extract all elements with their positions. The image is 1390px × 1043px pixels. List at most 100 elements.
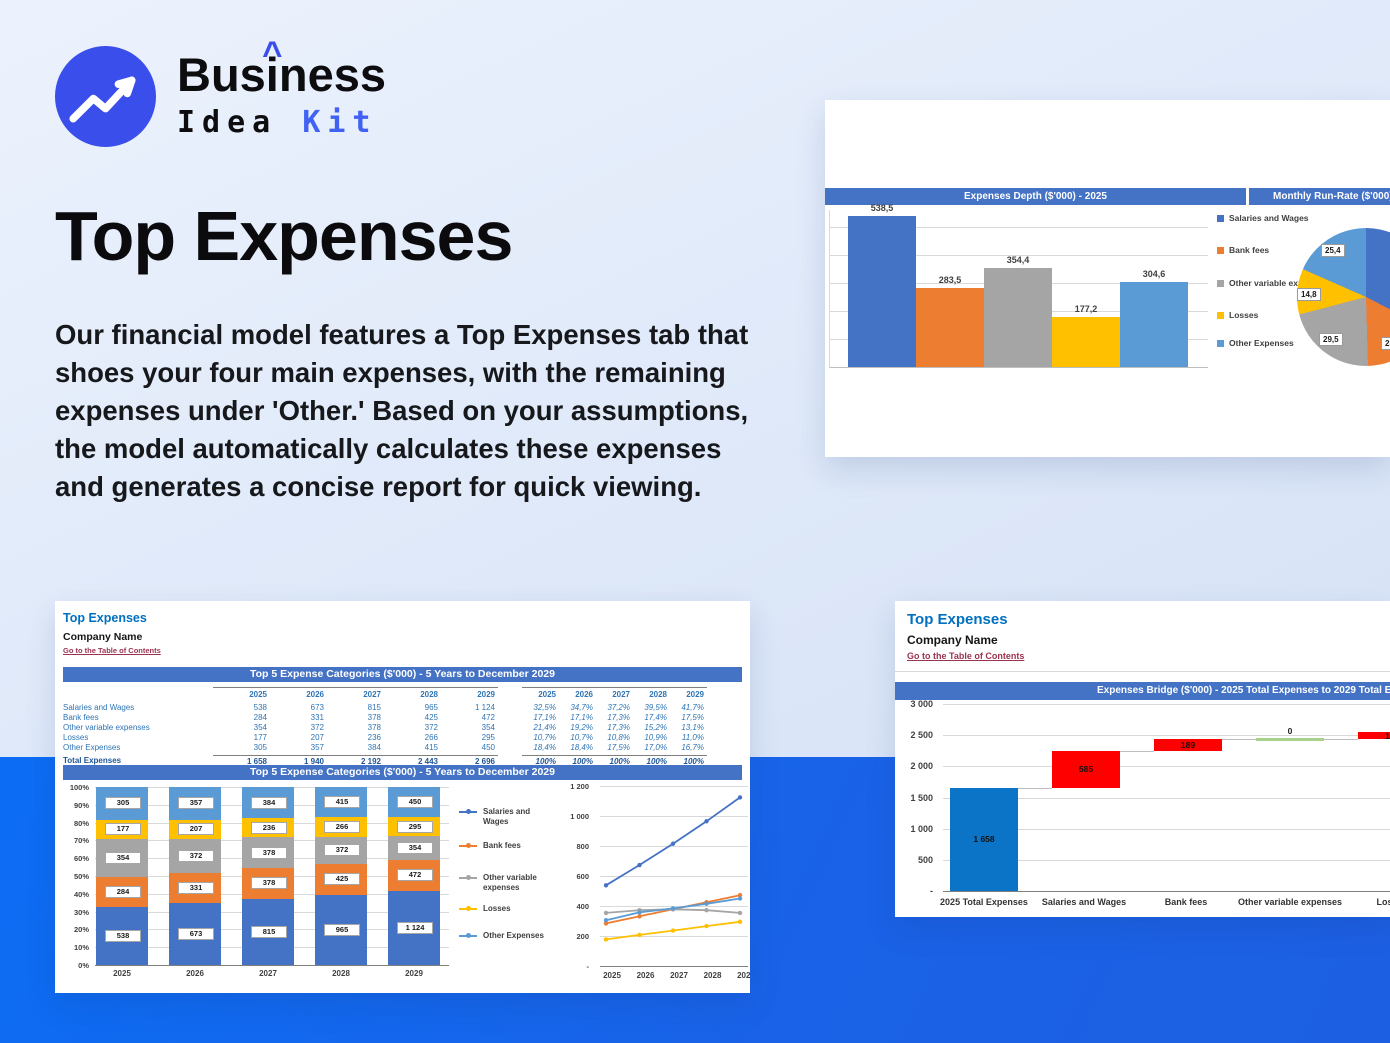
legend-label: Salaries and Wages: [1229, 213, 1309, 223]
legend-label: Bank fees: [1229, 245, 1270, 255]
legend-marker-dot: [466, 906, 471, 911]
year-header: 2025: [522, 687, 559, 700]
data-point: [670, 841, 676, 846]
value-cell: 372: [310, 723, 324, 732]
data-point: [704, 901, 709, 906]
bridge-bar-5: [1358, 732, 1390, 740]
y-tick-label: 0%: [78, 961, 89, 970]
value-cell: 673: [310, 703, 324, 712]
legend-item: Salaries and Wages: [459, 807, 555, 827]
data-point: [704, 908, 709, 913]
data-point: [737, 910, 743, 916]
legend-item: Losses: [1217, 310, 1332, 320]
stack-value-label: 450: [397, 795, 433, 808]
bridge-bar-label: 189: [1180, 740, 1196, 751]
legend-label: Other variable expenses: [1229, 278, 1328, 288]
value-cell: 450: [481, 743, 495, 752]
row-label: Losses: [63, 733, 89, 742]
stack-value-label: 354: [105, 851, 141, 864]
line-y-axis: - 200 400 600 800 1 000 1 200: [549, 601, 595, 993]
y-tick-label: 1 200: [570, 782, 589, 791]
brand-line1-post: ness: [278, 48, 386, 101]
value-cell: 354: [481, 723, 495, 732]
bridge-bar-label: 1 658: [973, 834, 995, 845]
bridge-zero-line: [1256, 738, 1324, 741]
bridge-bar-label: 0: [1287, 726, 1293, 737]
stack-value-label: 384: [251, 796, 287, 809]
stack-value-label: 1 124: [397, 921, 433, 934]
divider: [895, 671, 1390, 672]
bridge-bar-3: [1154, 739, 1222, 752]
x-tick-label: 2028: [703, 971, 722, 980]
pct-cell: 17,0%: [644, 743, 667, 752]
connector-line: [1222, 739, 1256, 741]
data-point: [737, 795, 743, 800]
data-point: [670, 906, 676, 911]
legend-item: Other variable expenses: [459, 873, 555, 893]
x-tick-label: 2025: [603, 971, 621, 980]
value-cell: 815: [367, 703, 381, 712]
year-header: 2029: [441, 687, 498, 700]
data-point: [603, 918, 609, 923]
stack-value-label: 415: [324, 796, 360, 809]
y-tick-label: -: [930, 886, 933, 896]
gridline: [600, 786, 748, 787]
pie-slice-label: 23,6: [1381, 337, 1390, 350]
gridline: [943, 797, 1390, 799]
x-tick-label: 2026: [636, 971, 655, 980]
legend-marker-dot: [466, 875, 471, 880]
stack-value-label: 177: [105, 823, 141, 836]
pct-cell: 17,1%: [533, 713, 556, 722]
pie-slice-label: 25,4: [1321, 244, 1345, 257]
legend-label: Other variable expenses: [483, 873, 537, 892]
x-tick-label: Other variable expenses: [1237, 897, 1343, 907]
year-header: 2029: [670, 687, 707, 700]
data-point: [637, 910, 642, 915]
table-of-contents-link[interactable]: Go to the Table of Contents: [907, 651, 1025, 661]
depth-bar-4: [1052, 317, 1120, 367]
value-cell: 378: [367, 723, 381, 732]
row-label: Other variable expenses: [63, 723, 150, 732]
legend-item: Salaries and Wages: [1217, 213, 1332, 223]
stack-value-label: 378: [251, 846, 287, 859]
pie-wrap: 25,4 14,8 29,5 23,6: [1297, 228, 1390, 366]
brand-line1: Busi ^ ness: [177, 38, 386, 101]
legend-label: Losses: [483, 904, 511, 913]
y-tick-label: 10%: [73, 943, 89, 953]
gridline: [943, 735, 1390, 737]
value-cell: 415: [424, 743, 438, 752]
brand-logo[interactable]: [55, 46, 156, 147]
legend-item: Other Expenses: [459, 931, 555, 941]
top5-table: 2025 2026 2027 2028 2029 2025 2026 2027 2028 2029…: [63, 687, 707, 770]
depth-bar-5: [1120, 281, 1188, 367]
total-label: Total Expenses: [63, 756, 122, 765]
brand-accent-caret: ^: [262, 36, 283, 75]
data-point: [603, 910, 609, 916]
gridline: [600, 966, 748, 967]
year-header: 2027: [596, 687, 633, 700]
y-tick-label: 50%: [73, 872, 89, 881]
legend-item: Bank fees: [1217, 245, 1332, 255]
legend-item: Losses: [459, 904, 555, 914]
value-cell: 305: [253, 743, 267, 752]
legend-label: Bank fees: [483, 841, 521, 850]
table-of-contents-link[interactable]: Go to the Table of Contents: [63, 646, 161, 655]
pct-cell: 17,4%: [644, 713, 667, 722]
stack-value-label: 266: [324, 820, 360, 833]
data-point: [737, 896, 743, 901]
y-tick-label: 40%: [73, 889, 89, 899]
value-cell: 378: [367, 713, 381, 722]
pct-cell: 34,7%: [570, 703, 593, 712]
value-cell: 965: [424, 703, 438, 712]
stack-value-label: 284: [105, 886, 141, 898]
value-cell: 266: [424, 733, 438, 742]
gridline: [943, 766, 1390, 768]
gap: [498, 713, 522, 723]
y-tick-label: 100%: [69, 783, 89, 792]
data-point: [704, 819, 709, 824]
stack-value-label: 372: [324, 844, 360, 857]
y-tick-label: 3 000: [910, 699, 933, 709]
chart-banners: Expenses Depth ($'000) - 2025 Monthly Ru…: [825, 188, 1390, 205]
x-tick-label: 2028: [332, 969, 350, 978]
x-tick-label: 2026: [186, 969, 204, 978]
